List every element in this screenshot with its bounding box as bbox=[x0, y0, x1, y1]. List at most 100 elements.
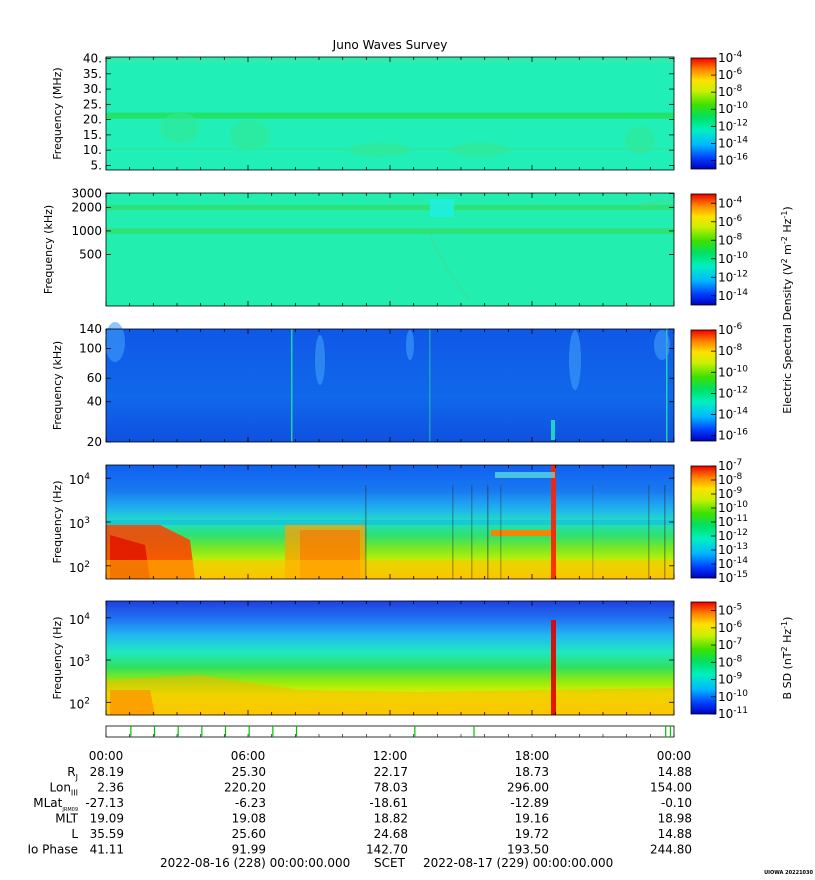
dropout-line-7 bbox=[664, 485, 666, 579]
colorbar-label-mag-2: 10-7 bbox=[718, 637, 742, 652]
y-tick-label-lfr-low-1: 103 bbox=[69, 516, 90, 531]
colorbar-label-lfr-high-2: 10-10 bbox=[718, 364, 748, 379]
emission-patch-2 bbox=[406, 330, 414, 360]
ephemeris-value-5-0: 41.11 bbox=[90, 843, 124, 857]
y-tick-label-hfr-high-7: 5. bbox=[91, 158, 102, 172]
colorbar-label-hfr-high-3: 10-10 bbox=[718, 101, 748, 116]
hot-region-left bbox=[110, 690, 155, 715]
emission-band-hfr-low-1 bbox=[106, 228, 674, 234]
ephemeris-value-0-2: 22.17 bbox=[374, 765, 408, 779]
colorbar-label-lfr-low-4: 10-11 bbox=[718, 514, 748, 529]
colorbar-label-lfr-low-1: 10-8 bbox=[718, 472, 743, 487]
colorbar-lfr-high: 10-6 10-8 10-10 10-12 10-14 10-16 bbox=[690, 322, 748, 443]
ephemeris-value-4-2: 24.68 bbox=[374, 827, 408, 841]
y-axis-label-hfr-low: Frequency (kHz) bbox=[42, 205, 55, 294]
panel-hfr-high: 40.35.30.25. 20.15.10.5. Frequency (MHz) bbox=[51, 52, 675, 172]
y-tick-label-lfr-low-0: 104 bbox=[69, 472, 90, 487]
colorbar-label-lfr-high-5: 10-16 bbox=[718, 428, 748, 443]
y-tick-label-hfr-high-2: 30. bbox=[83, 82, 102, 96]
colorbar-label-hfr-low-4: 10-12 bbox=[718, 269, 748, 284]
ephemeris-value-3-1: 19.08 bbox=[232, 812, 266, 826]
y-tick-label-mag-2: 102 bbox=[69, 696, 90, 711]
time-tick-label-4: 00:00 bbox=[657, 749, 692, 763]
emission-patch-4 bbox=[654, 330, 670, 360]
ephemeris-value-5-3: 193.50 bbox=[507, 843, 549, 857]
colorbar-label-hfr-high-2: 10-8 bbox=[718, 84, 743, 99]
ephemeris-value-2-0: -27.13 bbox=[85, 796, 124, 810]
ephemeris-value-1-2: 78.03 bbox=[374, 781, 408, 795]
burst-column bbox=[551, 620, 556, 715]
emission-band-hfr-low-0 bbox=[106, 204, 674, 211]
colorbar-label-lfr-high-1: 10-8 bbox=[718, 343, 743, 358]
time-range-start: 2022-08-16 (228) 00:00:00.000 bbox=[160, 856, 350, 870]
ephemeris-row-label-1: LonIII bbox=[50, 781, 79, 798]
colorbar-label-lfr-low-8: 10-15 bbox=[718, 570, 748, 585]
dropout-line-2 bbox=[471, 485, 473, 579]
ephemeris-value-1-1: 220.20 bbox=[224, 781, 266, 795]
event-marker-strip bbox=[105, 725, 675, 738]
y-tick-label-lfr-low-2: 102 bbox=[69, 560, 90, 575]
panel-lfr-high: 140 100 60 40 20 Frequency (kHz) bbox=[51, 322, 675, 449]
emission-band-mid bbox=[106, 520, 674, 525]
dropout-line-1 bbox=[452, 485, 454, 579]
y-tick-label-hfr-low-0: 3000 bbox=[71, 187, 102, 201]
colorbar-label-lfr-low-5: 10-12 bbox=[718, 528, 748, 543]
y-tick-label-hfr-high-1: 35. bbox=[83, 67, 102, 81]
emission-patch-4 bbox=[625, 126, 655, 154]
time-tick-label-0: 00:00 bbox=[89, 749, 124, 763]
colorbar-scale-mag bbox=[690, 601, 717, 715]
colorbar-label-mag-3: 10-8 bbox=[718, 654, 743, 669]
figure-title: Juno Waves Survey bbox=[332, 38, 448, 52]
colorbar-label-hfr-high-1: 10-6 bbox=[718, 67, 743, 82]
panel-lfr-low: 104 103 102 Frequency (Hz) bbox=[51, 464, 675, 580]
emission-spot bbox=[551, 420, 555, 440]
spectrogram-hfr-low bbox=[106, 193, 674, 306]
emission-patch-0 bbox=[105, 322, 125, 362]
ephemeris-value-4-0: 35.59 bbox=[90, 827, 124, 841]
emission-patch-3 bbox=[450, 142, 510, 158]
burst-line-2 bbox=[666, 329, 668, 442]
y-tick-label-lfr-high-2: 60 bbox=[87, 371, 102, 385]
colorbar-label-hfr-high-4: 10-12 bbox=[718, 118, 748, 133]
ephemeris-row-label-4: L bbox=[71, 827, 78, 841]
y-tick-label-mag-1: 103 bbox=[69, 654, 90, 669]
ephemeris-row-label-0: RJ bbox=[67, 765, 78, 782]
y-tick-label-hfr-high-3: 25. bbox=[83, 97, 102, 111]
spectrogram-mag bbox=[106, 601, 674, 715]
colorbar-label-hfr-low-2: 10-8 bbox=[718, 232, 743, 247]
y-axis-label-mag: Frequency (Hz) bbox=[51, 617, 64, 700]
emission-arc bbox=[429, 233, 471, 301]
spectrogram-panels: 40.35.30.25. 20.15.10.5. Frequency (MHz) 30… bbox=[42, 52, 675, 716]
colorbar-label-lfr-low-3: 10-10 bbox=[718, 500, 748, 515]
y-tick-label-hfr-low-2: 1000 bbox=[71, 224, 102, 238]
y-tick-label-lfr-high-1: 100 bbox=[79, 342, 102, 356]
colorbar-label-lfr-low-7: 10-14 bbox=[718, 556, 748, 571]
dropout-line-3 bbox=[487, 485, 489, 579]
ephemeris-value-5-4: 244.80 bbox=[650, 843, 692, 857]
colorbars: 10-4 10-6 10-8 10-10 10-12 10-14 10-16 10-4 10-6… bbox=[690, 50, 748, 721]
ephemeris-value-3-4: 18.98 bbox=[658, 812, 692, 826]
colorbar-label-hfr-high-0: 10-4 bbox=[718, 50, 743, 65]
y-tick-label-hfr-low-3: 500 bbox=[79, 248, 102, 262]
ephemeris-value-5-2: 142.70 bbox=[366, 843, 408, 857]
ephemeris-value-3-0: 19.09 bbox=[90, 812, 124, 826]
colorbar-label-lfr-low-6: 10-13 bbox=[718, 542, 748, 557]
credit-label: UIOWA 20221030 bbox=[764, 870, 813, 876]
y-tick-label-lfr-high-0: 140 bbox=[79, 322, 102, 336]
emission-streak bbox=[639, 198, 673, 207]
ephemeris-value-1-4: 154.00 bbox=[650, 781, 692, 795]
emission-patch-0 bbox=[160, 113, 200, 143]
colorbar-label-hfr-low-5: 10-14 bbox=[718, 288, 748, 303]
emission-notch bbox=[430, 199, 454, 217]
y-tick-label-hfr-low-1: 2000 bbox=[71, 200, 102, 214]
colorbar-lfr-low: 10-710-810-910-1010-1110-1210-1310-1410-… bbox=[690, 458, 748, 585]
colorbar-label-hfr-low-1: 10-6 bbox=[718, 214, 743, 229]
y-axis-label-lfr-high: Frequency (kHz) bbox=[51, 341, 64, 430]
burst-column bbox=[551, 465, 556, 579]
time-tick-label-3: 18:00 bbox=[515, 749, 550, 763]
ephemeris-value-2-1: -6.23 bbox=[235, 796, 266, 810]
colorbar-label-mag-6: 10-11 bbox=[718, 706, 748, 721]
dropout-line-5 bbox=[592, 485, 594, 579]
